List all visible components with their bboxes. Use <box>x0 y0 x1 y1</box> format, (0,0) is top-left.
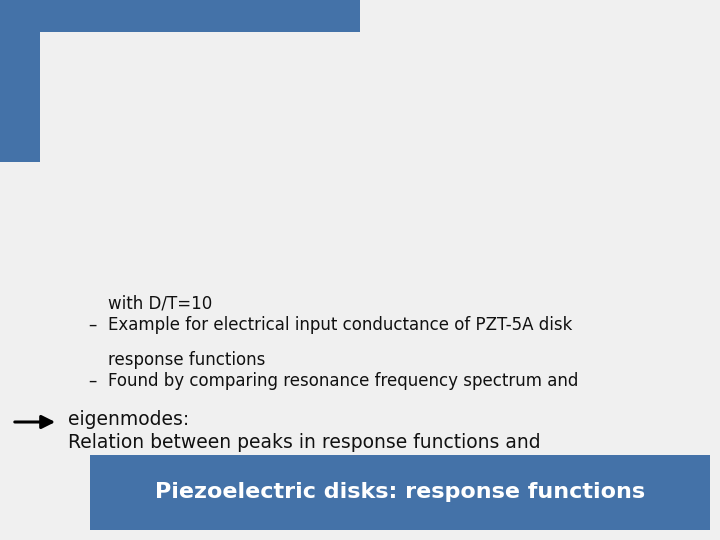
Text: Example for electrical input conductance of PZT-5A disk: Example for electrical input conductance… <box>108 316 572 334</box>
Text: –: – <box>88 372 96 390</box>
Text: –: – <box>88 316 96 334</box>
Text: eigenmodes:: eigenmodes: <box>68 410 189 429</box>
Text: Piezoelectric disks: response functions: Piezoelectric disks: response functions <box>155 483 645 503</box>
Text: Found by comparing resonance frequency spectrum and: Found by comparing resonance frequency s… <box>108 372 578 390</box>
Bar <box>90 455 710 530</box>
Text: with D/T=10: with D/T=10 <box>108 295 212 313</box>
Bar <box>0 0 40 162</box>
Text: response functions: response functions <box>108 351 266 369</box>
Text: Relation between peaks in response functions and: Relation between peaks in response funct… <box>68 433 541 452</box>
Bar <box>0 0 360 32</box>
